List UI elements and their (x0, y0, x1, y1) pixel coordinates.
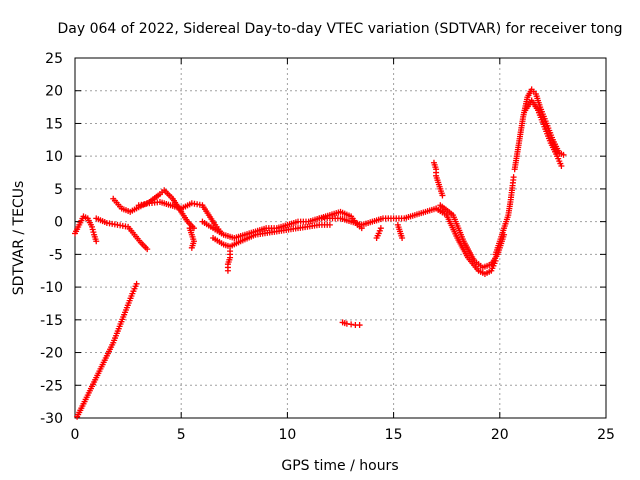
y-tick-label: 15 (45, 116, 63, 132)
y-tick-label: 5 (54, 182, 63, 198)
data-point (560, 151, 567, 158)
plot-frame (74, 57, 607, 419)
axis-ticks: 0 5 10 15 20 25 -30 -25 -20 -15 -10 -5 0 5 10 15 20 25 (40, 51, 615, 443)
x-tick-label: 10 (278, 427, 296, 443)
data-point (399, 235, 406, 241)
y-tick-label: 20 (45, 84, 63, 100)
y-axis-label: SDTVAR / TECUs (11, 181, 27, 296)
data-point (326, 221, 333, 228)
y-tick-label: -30 (40, 411, 63, 427)
data-point (348, 321, 355, 328)
x-tick-label: 5 (177, 427, 186, 443)
data-point (144, 246, 151, 253)
data-point (224, 267, 231, 274)
data-point (133, 280, 140, 287)
data-point (356, 322, 363, 329)
data-point (558, 163, 565, 169)
y-tick-label: 0 (54, 215, 63, 231)
data-point (373, 235, 380, 241)
y-tick-label: 25 (45, 51, 63, 67)
chart-title: Day 064 of 2022, Sidereal Day-to-day VTE… (57, 21, 622, 37)
x-tick-label: 25 (597, 427, 615, 443)
y-tick-label: 10 (45, 149, 63, 165)
x-tick-label: 15 (385, 427, 403, 443)
y-tick-label: -10 (40, 280, 63, 296)
y-tick-label: -5 (49, 247, 63, 263)
x-axis-label: GPS time / hours (281, 458, 398, 474)
data-point (93, 238, 100, 245)
data-point (510, 174, 517, 181)
x-tick-label: 20 (491, 427, 509, 443)
data-point (358, 225, 365, 232)
data-points (72, 86, 567, 420)
data-point (188, 244, 195, 251)
y-tick-label: -15 (40, 313, 63, 329)
x-tick-label: 0 (71, 427, 80, 443)
y-tick-label: -25 (40, 378, 63, 394)
data-point (439, 192, 446, 199)
y-tick-label: -20 (40, 346, 63, 362)
grid (75, 58, 606, 418)
data-point (343, 320, 350, 327)
